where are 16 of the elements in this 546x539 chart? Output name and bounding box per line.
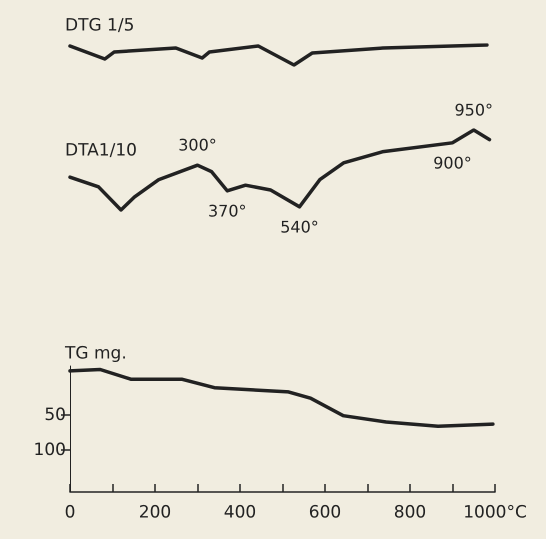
y-tick-label: 100 — [34, 440, 66, 460]
annotation: 900° — [433, 153, 472, 172]
x-tick-label: 600 — [308, 502, 342, 522]
x-tick-label: 0 — [64, 502, 76, 522]
y-tick-label: 50 — [44, 405, 66, 425]
chart-title: TG mg. — [64, 344, 127, 364]
annotation: 540° — [280, 217, 319, 236]
annotation: 950° — [454, 100, 494, 120]
x-tick-label: 800 — [394, 502, 426, 522]
text: DTA1/10 — [65, 140, 137, 160]
annotation: 300° — [178, 136, 217, 155]
x-tick-label: 400 — [224, 502, 256, 522]
x-tick-label: 1000°C — [463, 502, 527, 522]
x-tick-label: 200 — [138, 502, 172, 522]
chart-title: DTG 1/5 — [65, 16, 134, 36]
annotation: 370° — [208, 201, 247, 220]
